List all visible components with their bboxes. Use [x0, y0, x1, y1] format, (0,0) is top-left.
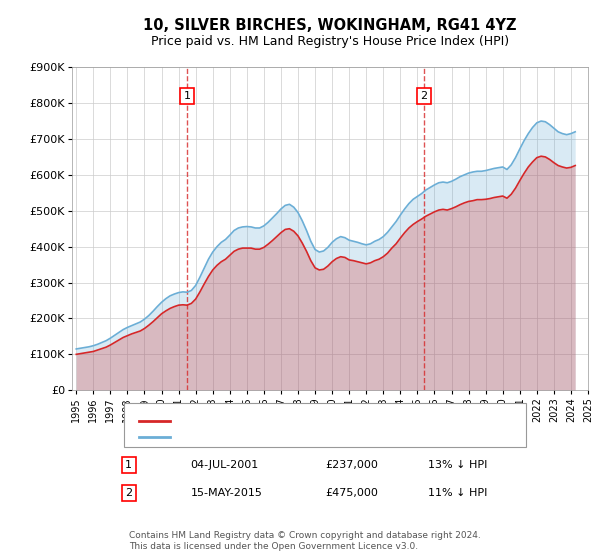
Text: 15-MAY-2015: 15-MAY-2015 — [191, 488, 263, 498]
FancyBboxPatch shape — [124, 403, 526, 447]
Text: 2: 2 — [125, 488, 133, 498]
Text: 2: 2 — [420, 91, 427, 101]
Text: 1: 1 — [184, 91, 191, 101]
Text: £237,000: £237,000 — [325, 460, 378, 470]
Text: 11% ↓ HPI: 11% ↓ HPI — [428, 488, 487, 498]
Text: £475,000: £475,000 — [325, 488, 378, 498]
Text: HPI: Average price, detached house, Wokingham: HPI: Average price, detached house, Woki… — [181, 432, 435, 442]
Text: 13% ↓ HPI: 13% ↓ HPI — [428, 460, 487, 470]
Text: Price paid vs. HM Land Registry's House Price Index (HPI): Price paid vs. HM Land Registry's House … — [151, 35, 509, 49]
Text: 10, SILVER BIRCHES, WOKINGHAM, RG41 4YZ: 10, SILVER BIRCHES, WOKINGHAM, RG41 4YZ — [143, 18, 517, 32]
Text: 10, SILVER BIRCHES, WOKINGHAM, RG41 4YZ (detached house): 10, SILVER BIRCHES, WOKINGHAM, RG41 4YZ … — [181, 416, 511, 426]
Text: 1: 1 — [125, 460, 132, 470]
Text: Contains HM Land Registry data © Crown copyright and database right 2024.
This d: Contains HM Land Registry data © Crown c… — [129, 531, 481, 550]
Text: 04-JUL-2001: 04-JUL-2001 — [191, 460, 259, 470]
